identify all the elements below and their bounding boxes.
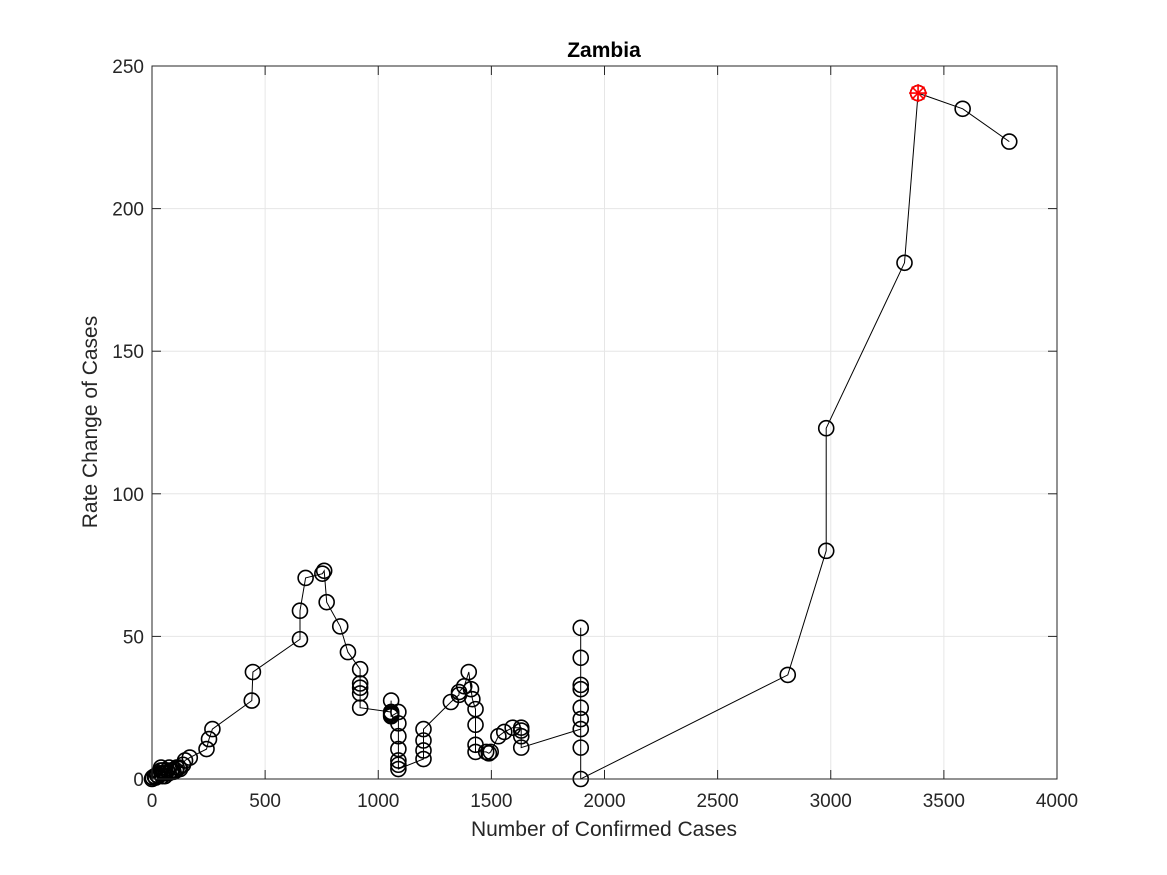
data-point <box>318 593 335 611</box>
axis-ticks: 0 500 1000 1500 2000 2500 3000 3500 4000 0 50 100 15… <box>112 57 1078 812</box>
data-point <box>512 727 530 745</box>
data-point <box>512 739 530 756</box>
x-tick-label: 4000 <box>1036 791 1078 812</box>
data-point <box>351 699 369 717</box>
data-point <box>572 720 590 738</box>
data-point <box>351 675 369 692</box>
data-point <box>415 732 432 749</box>
data-point <box>291 602 309 620</box>
data-point <box>314 565 331 582</box>
data-point <box>462 680 480 698</box>
x-tick-label: 2500 <box>696 791 738 812</box>
data-point <box>315 562 333 580</box>
data-point <box>200 730 218 748</box>
data-point <box>896 254 913 272</box>
data-point <box>181 749 199 766</box>
data-point <box>572 739 590 756</box>
data-point <box>390 727 407 745</box>
data-point <box>512 722 530 739</box>
data-point <box>171 760 189 778</box>
data-point <box>415 750 432 768</box>
data-point <box>291 630 309 648</box>
y-tick-label: 50 <box>123 627 144 648</box>
x-tick-label: 2000 <box>583 791 625 812</box>
data-point <box>297 569 314 587</box>
data-point <box>480 745 498 762</box>
data-point <box>244 663 262 681</box>
x-tick-label: 1500 <box>470 791 512 812</box>
data-point <box>779 666 797 684</box>
data-point <box>572 676 590 694</box>
data-point <box>390 760 407 778</box>
data-point <box>351 679 369 697</box>
data-point <box>204 720 221 738</box>
x-tick-label: 500 <box>249 791 281 812</box>
y-tick-label: 100 <box>112 485 144 506</box>
chart-title: Zambia <box>567 39 641 62</box>
data-point <box>176 752 194 769</box>
data-point <box>572 710 590 728</box>
data-point <box>572 680 590 698</box>
data-series <box>143 84 1018 788</box>
data-point <box>504 719 521 736</box>
data-point <box>954 100 971 118</box>
x-tick-label: 3500 <box>923 791 965 812</box>
data-point <box>572 619 590 637</box>
data-point <box>817 419 835 437</box>
y-tick-label: 200 <box>112 200 144 221</box>
x-tick-label: 1000 <box>357 791 399 812</box>
data-point <box>415 742 432 759</box>
data-point <box>331 618 349 635</box>
data-point <box>1000 133 1018 150</box>
data-point <box>495 723 513 741</box>
data-point <box>390 756 407 774</box>
data-point <box>490 727 507 745</box>
data-point <box>390 703 407 721</box>
y-tick-label: 150 <box>112 342 144 363</box>
highlight-asterisk-stroke <box>911 86 926 101</box>
data-point <box>572 649 590 667</box>
data-point <box>243 692 261 709</box>
data-point <box>415 720 432 738</box>
data-point <box>482 743 499 761</box>
data-point <box>817 542 835 560</box>
highlight-marker <box>909 84 928 103</box>
data-point <box>390 715 407 732</box>
data-point <box>464 690 481 708</box>
y-axis-label: Rate Change of Cases <box>79 316 102 528</box>
x-tick-label: 0 <box>147 791 158 812</box>
y-tick-label: 250 <box>112 57 144 78</box>
data-point <box>390 752 407 769</box>
data-point <box>450 683 468 701</box>
data-point <box>339 643 357 661</box>
data-point <box>467 716 484 734</box>
data-point <box>572 699 590 717</box>
data-point <box>198 740 215 758</box>
data-point <box>158 762 176 779</box>
y-tick-label: 0 <box>133 770 144 791</box>
x-tick-label: 3000 <box>810 791 852 812</box>
data-point <box>460 663 478 681</box>
data-point <box>477 743 495 761</box>
x-axis-label: Number of Confirmed Cases <box>471 818 737 841</box>
